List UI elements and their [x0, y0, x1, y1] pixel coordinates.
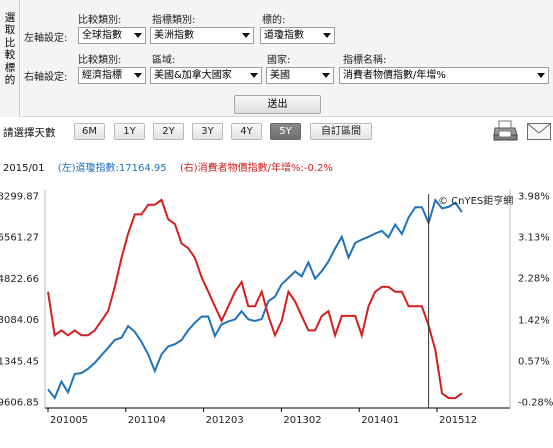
range-label: 請選擇天數	[3, 127, 56, 139]
right-region-label: 區域:	[152, 55, 176, 66]
left-type-select[interactable]: 全球指數	[78, 27, 146, 44]
info-right-value: (右)消費者物價指數/年增%:-0.2%	[179, 163, 333, 174]
y-right-tick-label: 3.13%	[518, 233, 550, 244]
y-right-tick-label: 0.57%	[518, 356, 550, 367]
submit-button[interactable]: 送出	[234, 95, 321, 114]
range-button-5y[interactable]: 5Y	[270, 123, 301, 140]
y-left-tick-label: 16561.27	[0, 233, 39, 244]
chevron-down-icon	[534, 68, 548, 83]
print-icon[interactable]	[493, 120, 518, 142]
range-button-1y[interactable]: 1Y	[114, 123, 145, 140]
info-line: 2015/01 (左)道瓊指數:17164.95 (右)消費者物價指數/年增%:…	[3, 159, 333, 174]
x-axis-ticks: 201005 201104 201203 201302 201401 201512	[47, 408, 477, 426]
right-country-select[interactable]: 美國	[266, 67, 334, 84]
right-region-select[interactable]: 美國&加拿大國家	[150, 67, 262, 84]
mail-icon[interactable]	[527, 123, 551, 140]
left-target-select[interactable]: 道瓊指數	[260, 27, 335, 44]
panel-vertical-title: 選取比較標的	[0, 0, 20, 117]
comparison-settings-panel: 選取比較標的 比較類別: 指標類別: 標的: 左軸設定: 全球指數 美洲指數 道…	[0, 0, 553, 117]
y-right-tick-label: 3.98%	[518, 192, 550, 203]
info-left-value: (左)道瓊指數:17164.95	[57, 163, 167, 174]
right-country-select-value: 美國	[270, 70, 290, 81]
y-left-tick-label: 18299.87	[0, 192, 39, 203]
right-type-select-value: 經濟指標	[82, 70, 122, 81]
x-tick-label: 201104	[128, 415, 166, 426]
right-indicator-select-value: 消費者物價指數/年增%	[343, 70, 446, 81]
x-tick-label: 201005	[50, 415, 88, 426]
series-line-cpi-yoy	[47, 198, 463, 400]
right-indicator-label: 指標名稱:	[343, 55, 387, 66]
range-button-4y[interactable]: 4Y	[231, 123, 262, 140]
chart-watermark: © CnYES鉅亨網	[438, 194, 513, 207]
right-country-label: 國家:	[267, 55, 291, 66]
y-right-tick-label: 1.42%	[518, 315, 550, 326]
right-indicator-select[interactable]: 消費者物價指數/年增%	[339, 67, 549, 84]
right-axis-ticks: 3.98% 3.13% 2.28% 1.42% 0.57% -0.28%	[518, 192, 553, 409]
y-left-tick-label: 9606.85	[0, 398, 39, 409]
right-type-label: 比較類別:	[78, 55, 122, 66]
x-tick-label: 201512	[439, 415, 477, 426]
left-type-select-value: 全球指數	[82, 30, 122, 41]
left-target-select-value: 道瓊指數	[264, 30, 304, 41]
x-tick-label: 201302	[283, 415, 321, 426]
y-left-tick-label: 14822.66	[0, 274, 39, 285]
info-date: 2015/01	[3, 163, 45, 174]
left-target-label: 標的:	[262, 15, 286, 26]
range-button-custom[interactable]: 自訂區間	[310, 123, 372, 140]
range-button-6m[interactable]: 6M	[74, 123, 105, 140]
y-right-tick-label: 2.28%	[518, 274, 550, 285]
x-tick-label: 201203	[206, 415, 244, 426]
left-index-type-label: 指標類別:	[152, 15, 196, 26]
chevron-down-icon	[239, 28, 253, 43]
left-index-type-select[interactable]: 美洲指數	[150, 27, 254, 44]
chevron-down-icon	[319, 68, 333, 83]
right-type-select[interactable]: 經濟指標	[78, 67, 146, 84]
left-index-type-select-value: 美洲指數	[154, 30, 194, 41]
series-line-dow-jones	[47, 197, 463, 400]
right-axis-label: 右軸設定:	[24, 72, 68, 83]
y-left-tick-label: 13084.06	[0, 315, 39, 326]
x-tick-label: 201401	[361, 415, 399, 426]
panel-vertical-title-text: 選取比較標的	[4, 12, 16, 87]
chevron-down-icon	[247, 68, 261, 83]
range-button-3y[interactable]: 3Y	[192, 123, 223, 140]
left-type-label: 比較類別:	[78, 15, 122, 26]
left-axis-label: 左軸設定:	[24, 33, 68, 44]
chevron-down-icon	[131, 28, 145, 43]
y-right-tick-label: -0.28%	[518, 398, 553, 409]
y-left-tick-label: 11345.45	[0, 356, 39, 367]
right-region-select-value: 美國&加拿大國家	[154, 70, 232, 81]
left-axis-ticks: 18299.87 16561.27 14822.66 13084.06 11345.45…	[0, 192, 39, 409]
range-button-2y[interactable]: 2Y	[153, 123, 184, 140]
chevron-down-icon	[320, 28, 334, 43]
comparison-chart[interactable]: 18299.87 16561.27 14822.66 13084.06 11345.45…	[0, 178, 553, 448]
chevron-down-icon	[131, 68, 145, 83]
